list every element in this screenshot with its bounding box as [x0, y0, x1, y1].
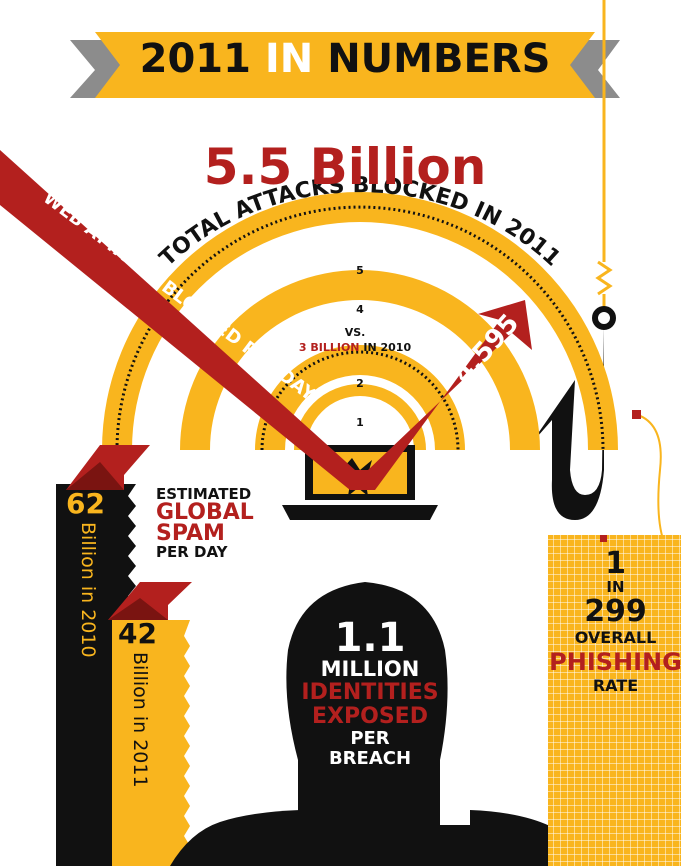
spam-line1: ESTIMATED	[156, 485, 252, 503]
banner-title: 2011 IN NUMBERS	[0, 36, 690, 82]
phishing-overall: OVERALL	[574, 628, 657, 647]
spam-label: ESTIMATED GLOBAL SPAM PER DAY	[156, 486, 254, 560]
ring-label-1: 1	[356, 416, 364, 429]
phishing-in: IN	[606, 578, 625, 596]
spam-2011-value: 42	[118, 617, 157, 650]
spam-line3: SPAM	[156, 521, 225, 546]
banner-numbers: NUMBERS	[327, 36, 551, 82]
phishing-num: 1	[605, 546, 626, 581]
prior-value: 3 BILLION	[298, 341, 360, 354]
banner-in: IN	[264, 36, 314, 82]
prior-year: IN 2010	[363, 341, 412, 354]
ring-label-4: 4	[356, 303, 364, 316]
spam-line4: PER DAY	[156, 543, 228, 561]
vs-label: VS.	[344, 326, 366, 339]
spam-line2: GLOBAL	[156, 500, 254, 525]
spam-2010-label: Billion in 2010	[77, 522, 99, 658]
identities-line4: BREACH	[328, 748, 412, 769]
phishing-rate: RATE	[592, 676, 639, 695]
spam-2010-value: 62	[66, 487, 105, 520]
identities-line2: EXPOSED	[312, 704, 428, 729]
phishing-denom: 299	[584, 594, 647, 629]
fishing-hook-icon	[530, 0, 666, 546]
total-attacks-value: 5.5 Billion	[203, 138, 487, 196]
ring-label-5: 5	[356, 264, 364, 277]
spam-bars	[56, 445, 192, 866]
phishing-word: PHISHING	[549, 648, 682, 676]
identities-line1: IDENTITIES	[301, 680, 439, 705]
phishing-grid	[548, 535, 681, 866]
identities-line3: PER	[350, 728, 390, 749]
spam-2011-label: Billion in 2011	[129, 652, 151, 788]
phishing-stat: 1 IN 299 OVERALL PHISHING RATE	[548, 543, 683, 696]
title-banner	[70, 32, 620, 98]
banner-year: 2011	[139, 36, 251, 82]
identities-stat: 1.1 MILLION IDENTITIES EXPOSED PER BREAC…	[270, 618, 470, 769]
identities-value: 1.1	[334, 615, 406, 661]
prior-year-comparison: VS. 3 BILLION IN 2010	[290, 325, 420, 355]
identities-unit: MILLION	[320, 657, 420, 681]
ring-label-2: 2	[356, 377, 364, 390]
